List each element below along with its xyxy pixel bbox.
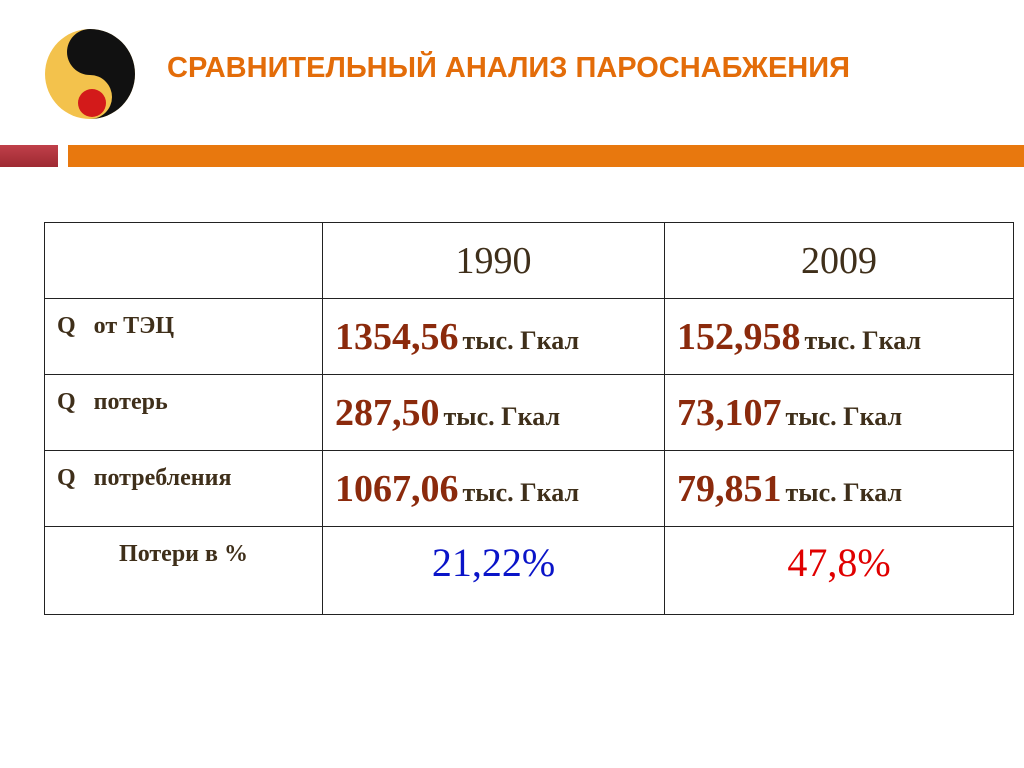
cell: 47,8%	[664, 526, 1014, 615]
unit: тыс. Гкал	[785, 401, 903, 431]
row-label: Q потребления	[44, 450, 323, 527]
row: Q потребления 1067,06 тыс. Гкал 79,851 тыс. …	[44, 450, 1014, 527]
value: 287,50	[335, 391, 440, 434]
row-label: Потери в %	[44, 526, 323, 615]
cell: 1354,56 тыс. Гкал	[322, 298, 665, 375]
column-header: 1990	[322, 222, 665, 299]
cell: 73,107 тыс. Гкал	[664, 374, 1014, 451]
unit: тыс. Гкал	[804, 325, 922, 355]
accent-bar	[68, 145, 1024, 167]
cell	[44, 222, 323, 299]
cell: 21,22%	[322, 526, 665, 615]
column-header: 2009	[664, 222, 1014, 299]
value: 73,107	[677, 391, 782, 434]
row-label: Q потерь	[44, 374, 323, 451]
unit: тыс. Гкал	[443, 401, 561, 431]
cell: 79,851 тыс. Гкал	[664, 450, 1014, 527]
cell: 1067,06 тыс. Гкал	[322, 450, 665, 527]
header-row: 1990 2009	[44, 222, 1014, 299]
value: 79,851	[677, 467, 782, 510]
value: 21,22%	[431, 540, 556, 585]
row: Потери в % 21,22% 47,8%	[44, 526, 1014, 615]
logo	[45, 29, 135, 119]
value: 47,8%	[787, 540, 891, 585]
table: 1990 2009 Q от ТЭЦ 1354,56 тыс. Гкал 152,95…	[44, 222, 1014, 615]
value: 152,958	[677, 315, 801, 358]
cell: 287,50 тыс. Гкал	[322, 374, 665, 451]
row: Q от ТЭЦ 1354,56 тыс. Гкал 152,958 тыс. Гкал	[44, 298, 1014, 375]
unit: тыс. Гкал	[785, 477, 903, 507]
unit: тыс. Гкал	[462, 325, 580, 355]
row-label: Q от ТЭЦ	[44, 298, 323, 375]
row: Q потерь 287,50 тыс. Гкал 73,107 тыс. Гкал	[44, 374, 1014, 451]
cell: 152,958 тыс. Гкал	[664, 298, 1014, 375]
title: СРАВНИТЕЛЬНЫЙ АНАЛИЗ ПАРОСНАБЖЕНИЯ	[167, 52, 850, 84]
unit: тыс. Гкал	[462, 477, 580, 507]
accent-bar	[0, 145, 58, 167]
value: 1354,56	[335, 315, 459, 358]
value: 1067,06	[335, 467, 459, 510]
